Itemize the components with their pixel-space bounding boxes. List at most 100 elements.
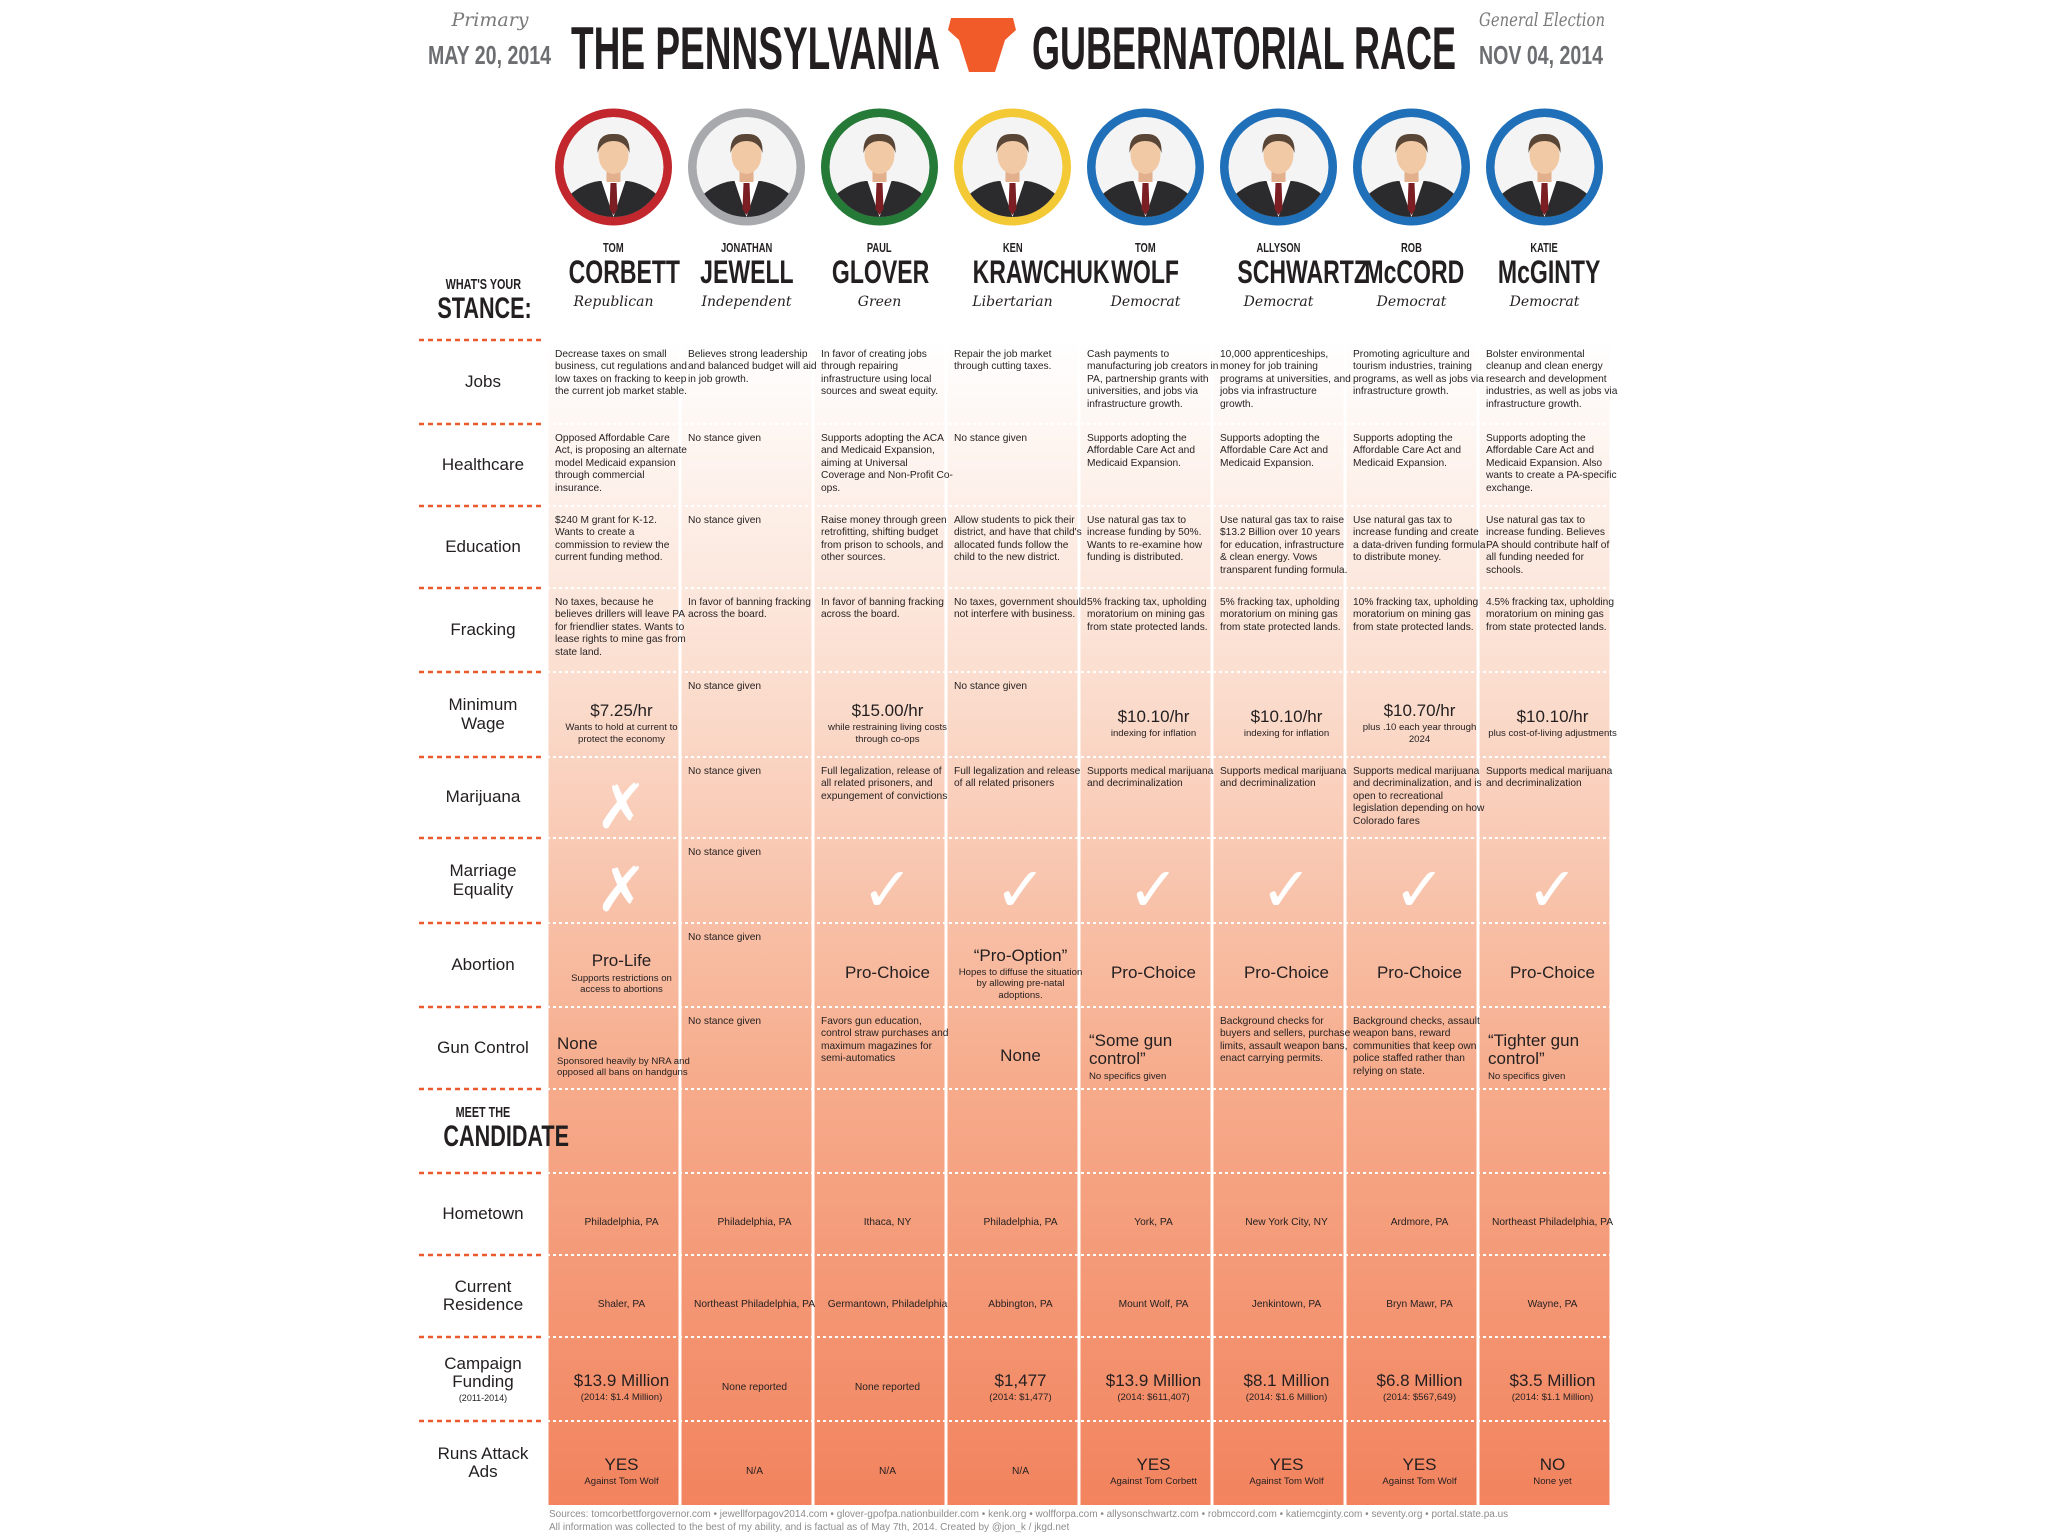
candidate-first-name: KATIE	[1478, 240, 1611, 255]
portrait-head	[864, 136, 895, 174]
cell: No stance given	[946, 672, 1095, 775]
cell-detail: (2014: $1,477)	[989, 1392, 1052, 1404]
row-label-text: Education	[445, 536, 521, 556]
cell-detail: (2014: $1.4 Million)	[580, 1392, 663, 1404]
cell-mark: ✓	[1526, 852, 1579, 926]
cell: ✓	[1478, 838, 1627, 941]
cell: Allow students to pick their district, a…	[946, 506, 1095, 606]
row-label-text: Marriage Equality	[449, 861, 517, 899]
column-background	[1213, 100, 1344, 1505]
cell: No stance given	[946, 424, 1095, 524]
row-label: Abortion	[419, 923, 547, 1007]
cell-text: No stance given	[954, 433, 1028, 444]
cell: YES Against Tom Wolf	[547, 1421, 696, 1523]
cell: ✓	[1212, 838, 1361, 941]
footer-credit: All information was collected to the bes…	[549, 1522, 1070, 1533]
cell: None reported	[813, 1337, 962, 1439]
candidate-last-name-text: McCORD	[1364, 254, 1465, 290]
cell: Background checks for buyers and sellers…	[1212, 1007, 1361, 1107]
cell-detail: Against Tom Wolf	[584, 1476, 659, 1488]
row-label: Minimum Wage	[419, 672, 547, 757]
cell-text: Decrease taxes on small business, cut re…	[555, 349, 687, 398]
cell: Supports adopting the ACA and Medicaid E…	[813, 424, 962, 524]
cell-text: New York City, NY	[1245, 1216, 1328, 1228]
portrait-tie	[1008, 183, 1017, 215]
cell: Pro-Choice	[813, 923, 962, 1025]
cell: Pro-Choice	[1212, 923, 1361, 1025]
cell: No stance given	[680, 506, 829, 606]
cell: Philadelphia, PA	[547, 1173, 696, 1273]
cell-mark: ✓	[861, 852, 914, 926]
cell: In favor of creating jobs through repair…	[813, 340, 962, 442]
general-label: General Election	[1479, 9, 1605, 31]
cell: $7.25/hr Wants to hold at current to prot…	[547, 672, 696, 775]
portrait-head	[1396, 136, 1427, 174]
cell: 10,000 apprenticeships, money for job tr…	[1212, 340, 1361, 442]
cell-headline: Pro-Choice	[1110, 962, 1197, 982]
cell-text: Use natural gas tax to increase funding …	[1087, 515, 1203, 564]
candidate-first-name-text: TOM	[603, 240, 624, 255]
cell: Cash payments to manufacturing job creat…	[1079, 340, 1228, 442]
cell-headline: “Some gun control”	[1089, 1030, 1173, 1069]
row-label: Current Residence	[419, 1255, 547, 1337]
cell: 10% fracking tax, upholding moratorium o…	[1345, 588, 1494, 690]
column-background	[681, 100, 812, 1505]
cell-headline: None	[1000, 1045, 1041, 1065]
cell-text: 5% fracking tax, upholding moratorium on…	[1220, 597, 1341, 633]
cell: Decrease taxes on small business, cut re…	[547, 340, 696, 442]
cell-text: Cash payments to manufacturing job creat…	[1087, 349, 1219, 410]
cell: Favors gun education, control straw purc…	[813, 1007, 962, 1107]
cell-detail: Sponsored heavily by NRA and opposed all…	[557, 1055, 690, 1079]
cell-text: Opposed Affordable Care Act, is proposin…	[555, 433, 687, 494]
cell-text: Promoting agriculture and tourism indust…	[1353, 349, 1484, 398]
cell-text: Bryn Mawr, PA	[1386, 1298, 1453, 1310]
cell-text: Philadelphia, PA	[584, 1216, 659, 1228]
cell-detail: while restraining living costs through c…	[828, 722, 947, 745]
heading-large-text: CANDIDATE	[443, 1120, 570, 1153]
portrait-head	[1263, 136, 1294, 174]
cell: $10.10/hr indexing for inflation	[1079, 672, 1228, 775]
cell: Use natural gas tax to increase funding.…	[1478, 506, 1627, 606]
cell-detail: (2014: $1.6 Million)	[1245, 1392, 1328, 1404]
title-left: THE PENNSYLVANIA	[571, 15, 940, 82]
portrait-head	[1529, 136, 1560, 174]
portrait-hair	[1395, 133, 1428, 153]
cell: 4.5% fracking tax, upholding moratorium …	[1478, 588, 1627, 690]
cell: Pro-Choice	[1345, 923, 1494, 1025]
portrait-hair	[863, 133, 896, 153]
cell-headline: NO	[1539, 1455, 1566, 1475]
cell-headline: Pro-Choice	[1509, 962, 1596, 982]
cell-text: Repair the job market through cutting ta…	[954, 349, 1052, 373]
cell: Believes strong leadership and balanced …	[680, 340, 829, 442]
cell-text: $240 M grant for K-12. Wants to create a…	[555, 515, 670, 564]
portrait-hair	[1129, 133, 1162, 153]
cell: 5% fracking tax, upholding moratorium on…	[1212, 588, 1361, 690]
cell: Ithaca, NY	[813, 1173, 962, 1273]
cell-detail: Supports restrictions on access to abort…	[571, 972, 672, 996]
cell-text: In favor of banning fracking across the …	[688, 597, 811, 621]
portrait-head	[1130, 136, 1161, 174]
candidate-first-name-text: JONATHAN	[720, 240, 773, 255]
portrait-tie	[609, 183, 618, 215]
heading-large: STANCE:	[419, 292, 547, 326]
row-label-text: Current Residence	[442, 1276, 524, 1314]
cell: Opposed Affordable Care Act, is proposin…	[547, 424, 696, 524]
candidate-party: Republican	[573, 294, 654, 310]
cell: $240 M grant for K-12. Wants to create a…	[547, 506, 696, 606]
row-label-note: (2011-2014)	[458, 1392, 508, 1403]
cell: ✓	[946, 838, 1095, 941]
cell: Raise money through green retrofitting, …	[813, 506, 962, 606]
cell: Supports medical marijuana and decrimina…	[1212, 757, 1361, 856]
cell: YES Against Tom Corbett	[1079, 1421, 1228, 1523]
cell-headline: Pro-Choice	[844, 962, 931, 982]
cell-text: Supports medical marijuana and decrimina…	[1220, 766, 1347, 790]
portrait-tie	[875, 183, 884, 215]
cell-detail: plus cost-of-living adjustments	[1488, 727, 1617, 739]
cell: ✓	[813, 838, 962, 941]
cell-headline: “Tighter gun control”	[1488, 1030, 1580, 1069]
cell: Supports medical marijuana and decrimina…	[1345, 757, 1494, 856]
cell: YES Against Tom Wolf	[1345, 1421, 1494, 1523]
row-label: Marijuana	[419, 757, 547, 838]
cell-text: Use natural gas tax to raise $13.2 Billi…	[1220, 515, 1348, 576]
cell-text: Use natural gas tax to increase funding …	[1353, 515, 1486, 564]
